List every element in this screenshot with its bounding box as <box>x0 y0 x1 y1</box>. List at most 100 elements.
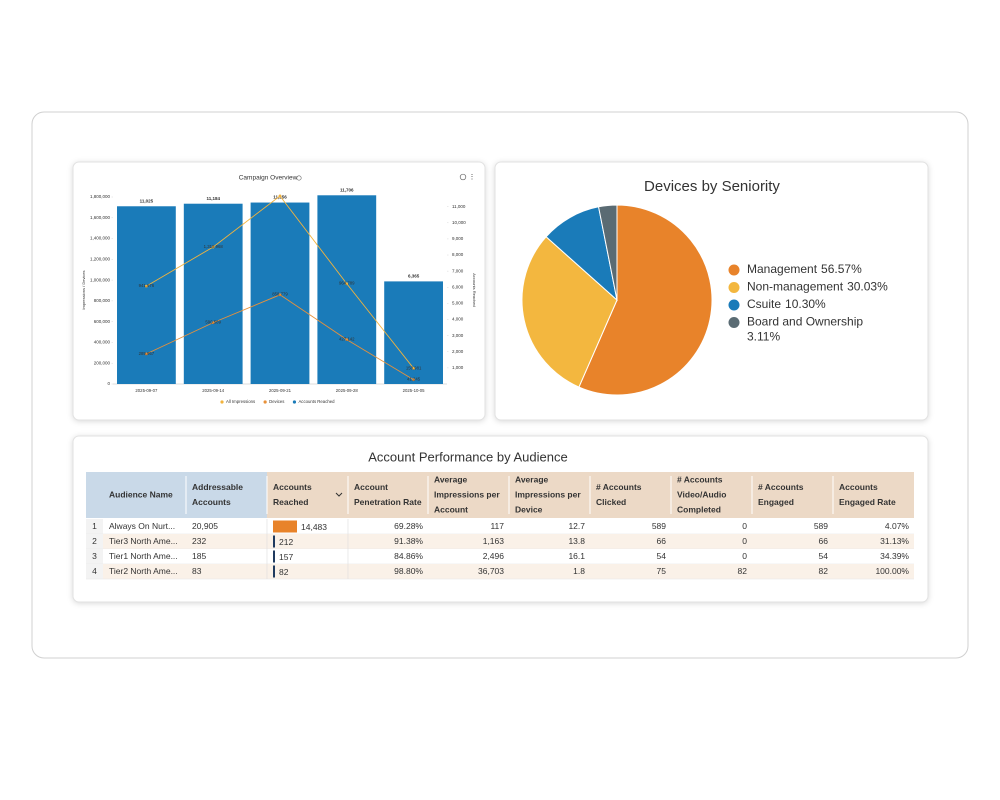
column-header: Clicked <box>596 497 626 507</box>
table-title: Account Performance by Audience <box>368 449 567 464</box>
y-tick-label: 800,000 <box>94 298 111 303</box>
cell: 117 <box>490 521 504 531</box>
point-label: 1,318,968 <box>204 244 224 249</box>
line-point <box>412 366 415 370</box>
column-header: # Accounts <box>758 482 804 492</box>
column-header: Accounts <box>192 497 231 507</box>
cell: 82 <box>279 567 289 577</box>
row-index: 1 <box>92 521 97 531</box>
cell: 83 <box>192 566 202 576</box>
y-tick-label: 600,000 <box>94 319 111 324</box>
x-tick-label: 2025-09-28 <box>336 388 359 393</box>
y2-tick-label: 1,000 <box>452 365 464 370</box>
y2-axis-label: Accounts Reached <box>472 273 477 307</box>
legend-value: 30.03% <box>847 280 888 294</box>
cell-bar <box>273 535 275 548</box>
column-header: Accounts <box>273 482 312 492</box>
row-bg <box>86 564 914 579</box>
column-header: # Accounts <box>596 482 642 492</box>
cell-bar <box>273 520 297 533</box>
y-tick-label: 0 <box>107 381 110 386</box>
y2-tick-label: 9,000 <box>452 236 464 241</box>
cell: 100.00% <box>875 566 909 576</box>
cell: 69.28% <box>394 521 423 531</box>
point-label: 150,981 <box>406 365 422 370</box>
y-tick-label: 1,400,000 <box>90 236 111 241</box>
cell: 66 <box>819 536 829 546</box>
point-label: 590,589 <box>205 320 221 325</box>
cell: 589 <box>652 521 666 531</box>
cell: 185 <box>192 551 206 561</box>
column-header: Average <box>515 474 549 484</box>
y2-tick-label: 3,000 <box>452 333 464 338</box>
column-header: Engaged Rate <box>839 497 896 507</box>
cell: Tier3 North Ame... <box>109 536 178 546</box>
cell: 91.38% <box>394 536 423 546</box>
cell: 82 <box>819 566 829 576</box>
index-bg <box>86 549 103 564</box>
legend-swatch <box>263 400 267 404</box>
y2-tick-label: 8,000 <box>452 252 464 257</box>
y-tick-label: 1,000,000 <box>90 277 111 282</box>
legend-name: Board and Ownership <box>747 315 863 329</box>
column-header: Audience Name <box>109 489 173 499</box>
cell: 54 <box>819 551 829 561</box>
y-tick-label: 1,800,000 <box>90 194 111 199</box>
cell: 212 <box>279 537 293 547</box>
line-point <box>278 293 282 297</box>
legend-label: Csuite 10.30% <box>747 297 826 311</box>
column-header: Account <box>354 482 388 492</box>
column-header: Impressions per <box>515 489 581 499</box>
line-point <box>145 352 148 356</box>
legend-swatch <box>728 282 740 293</box>
legend-label: Devices <box>269 399 284 404</box>
info-icon[interactable] <box>296 175 302 181</box>
bar <box>384 281 443 384</box>
cell: 1.8 <box>573 566 585 576</box>
cell: 66 <box>657 536 667 546</box>
point-label: 41,245 <box>407 377 421 382</box>
cell: 14,483 <box>301 522 327 532</box>
cell: 20,905 <box>192 521 218 531</box>
index-bg <box>86 564 103 579</box>
cell: 0 <box>742 536 747 546</box>
column-header: Account <box>434 504 468 514</box>
legend-label: All Impressions <box>226 399 255 404</box>
cell: 0 <box>742 521 747 531</box>
cell: 589 <box>814 521 828 531</box>
y-tick-label: 1,200,000 <box>90 257 111 262</box>
legend-value: 56.57% <box>821 262 862 276</box>
line-point <box>211 321 215 325</box>
bar <box>250 202 310 384</box>
legend-label: Management 56.57% <box>747 262 862 276</box>
index-bg <box>86 534 103 549</box>
cell: 12.7 <box>568 521 585 531</box>
cell: 2,496 <box>483 551 505 561</box>
cell: 82 <box>738 566 748 576</box>
cell: 13.8 <box>568 536 585 546</box>
point-label: 964,789 <box>339 281 355 286</box>
menu-icon[interactable]: ⋮ <box>469 174 476 181</box>
legend-name: Csuite <box>747 297 781 311</box>
cell-bar <box>273 565 275 578</box>
pie-slice <box>521 236 618 388</box>
point-label: 941,676 <box>139 283 155 288</box>
y-tick-label: 1,600,000 <box>90 215 111 220</box>
cell: 16.1 <box>568 551 585 561</box>
point-label: 289,957 <box>139 351 155 356</box>
pie-slice <box>597 204 618 301</box>
legend-label: Non-management 30.03% <box>747 280 888 294</box>
point-label: 858,779 <box>272 292 288 297</box>
cell: 232 <box>192 536 206 546</box>
cell: 36,703 <box>478 566 504 576</box>
bar <box>317 195 377 384</box>
column-header: Engaged <box>758 497 794 507</box>
cell: 1,163 <box>483 536 505 546</box>
settings-icon[interactable] <box>459 173 467 181</box>
column-header: Video/Audio <box>677 489 726 499</box>
row-bg <box>86 549 914 564</box>
column-header: Penetration Rate <box>354 497 422 507</box>
column-header: Average <box>434 474 468 484</box>
y-tick-label: 400,000 <box>94 340 111 345</box>
y2-tick-label: 7,000 <box>452 268 464 273</box>
